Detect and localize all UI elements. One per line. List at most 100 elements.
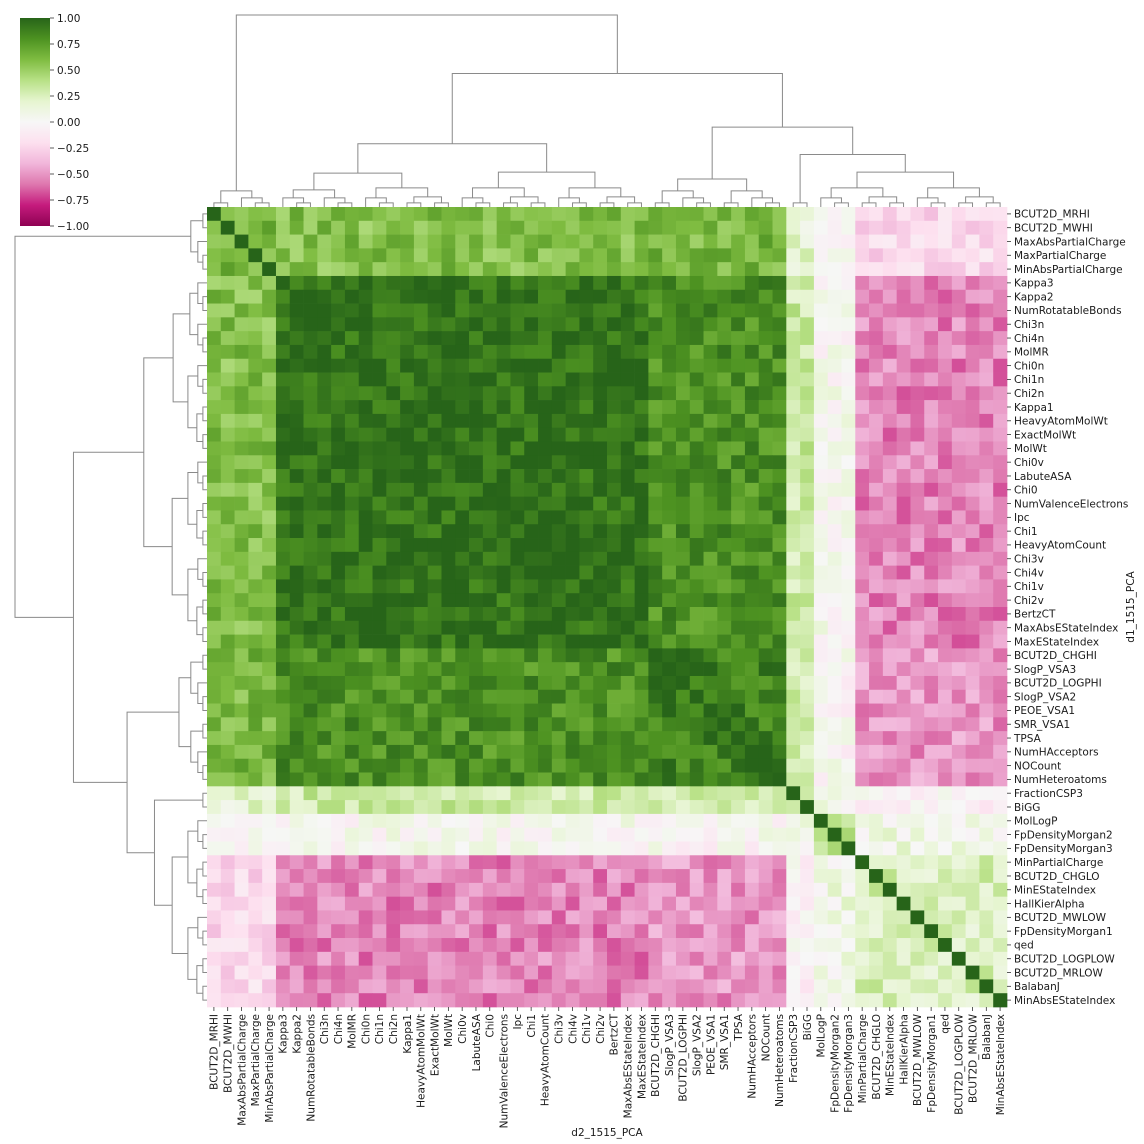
heatmap-cell (703, 248, 718, 263)
heatmap-cell (648, 455, 663, 470)
colorbar-gradient (20, 18, 50, 226)
heatmap-cell (496, 220, 511, 235)
heatmap-cell (455, 896, 470, 911)
heatmap-cell (993, 800, 1008, 815)
heatmap-cell (758, 510, 773, 525)
heatmap-cell (662, 855, 677, 870)
heatmap-cell (441, 910, 456, 925)
row-label: NumValenceElectrons (1014, 498, 1128, 510)
heatmap-cell (634, 262, 649, 277)
heatmap-cell (496, 289, 511, 304)
heatmap-cell (896, 469, 911, 484)
heatmap-cell (331, 220, 346, 235)
heatmap-cell (938, 744, 953, 760)
heatmap-cell (634, 938, 649, 953)
heatmap-cell (744, 510, 760, 525)
heatmap-cell (772, 579, 787, 594)
heatmap-cell (427, 607, 442, 622)
heatmap-cell (593, 413, 608, 429)
heatmap-cell (386, 551, 401, 566)
heatmap-cell (896, 427, 911, 442)
heatmap-cell (924, 896, 939, 911)
heatmap-cell (427, 813, 442, 829)
heatmap-cell (262, 427, 277, 442)
heatmap-cell (551, 579, 566, 594)
dendrogram-link (202, 765, 207, 780)
heatmap-cell (634, 207, 649, 222)
heatmap-cell (648, 565, 663, 580)
heatmap-cell (827, 510, 842, 525)
heatmap-cell (869, 207, 884, 222)
heatmap-cell (372, 538, 387, 553)
heatmap-cell (427, 772, 442, 787)
heatmap-cell (303, 938, 318, 953)
heatmap-cell (938, 469, 953, 484)
heatmap-cell (896, 758, 911, 773)
heatmap-cell (510, 565, 525, 580)
heatmap-cell (634, 965, 649, 980)
heatmap-cell (234, 220, 249, 235)
heatmap-cell (662, 400, 677, 415)
heatmap-cell (648, 689, 663, 704)
heatmap-cell (220, 607, 235, 622)
heatmap-cell (965, 220, 980, 235)
heatmap-cell (648, 248, 663, 263)
heatmap-cell (262, 634, 277, 649)
heatmap-cell (800, 841, 815, 856)
heatmap-cell (827, 469, 842, 484)
dendrogram-link (830, 187, 884, 198)
heatmap-cell (538, 441, 553, 456)
heatmap-cell (372, 910, 387, 925)
heatmap-cell (538, 938, 553, 953)
heatmap-cell (979, 275, 994, 291)
heatmap-cell (951, 607, 966, 622)
heatmap-cell (220, 772, 235, 787)
heatmap-cell (207, 827, 222, 842)
heatmap-cell (344, 938, 360, 953)
heatmap-cell (303, 372, 318, 387)
heatmap-cell (813, 717, 829, 732)
heatmap-cell (800, 482, 815, 497)
heatmap-cell (400, 303, 415, 318)
heatmap-cell (731, 441, 746, 456)
heatmap-cell (220, 965, 235, 980)
heatmap-cell (400, 965, 415, 980)
heatmap-cell (924, 951, 939, 966)
heatmap-cell (772, 882, 787, 897)
heatmap-cell (758, 924, 773, 939)
heatmap-cell (524, 262, 539, 277)
heatmap-cell (924, 993, 939, 1008)
heatmap-cell (207, 524, 222, 539)
heatmap-cell (855, 220, 870, 235)
heatmap-cell (910, 993, 925, 1008)
heatmap-cell (910, 607, 925, 622)
heatmap-cell (869, 924, 884, 939)
heatmap-cell (289, 331, 304, 346)
heatmap-cell (331, 455, 346, 470)
heatmap-cell (703, 841, 718, 856)
heatmap-cell (869, 620, 884, 635)
heatmap-cell (372, 882, 387, 897)
row-label: FpDensityMorgan2 (1014, 829, 1113, 841)
dendrogram-link (196, 413, 203, 442)
heatmap-cell (786, 924, 801, 939)
heatmap-cell (731, 662, 746, 677)
heatmap-cell (869, 482, 884, 497)
heatmap-cell (372, 386, 387, 401)
dendrogram-link (820, 197, 842, 207)
heatmap-cell (620, 262, 635, 277)
heatmap-cell (386, 662, 401, 677)
heatmap-cell (731, 841, 746, 856)
heatmap-cell (372, 331, 387, 346)
heatmap-cell (689, 744, 704, 760)
heatmap-cell (744, 855, 760, 870)
heatmap-cell (689, 331, 704, 346)
row-label: Chi1 (1014, 526, 1038, 538)
heatmap-cell (496, 344, 511, 360)
heatmap-cell (675, 386, 691, 401)
col-label: Chi1n (374, 1014, 386, 1044)
heatmap-cell (993, 744, 1008, 760)
heatmap-cell (551, 358, 566, 373)
heatmap-cell (262, 869, 277, 884)
heatmap-cell (275, 220, 291, 235)
